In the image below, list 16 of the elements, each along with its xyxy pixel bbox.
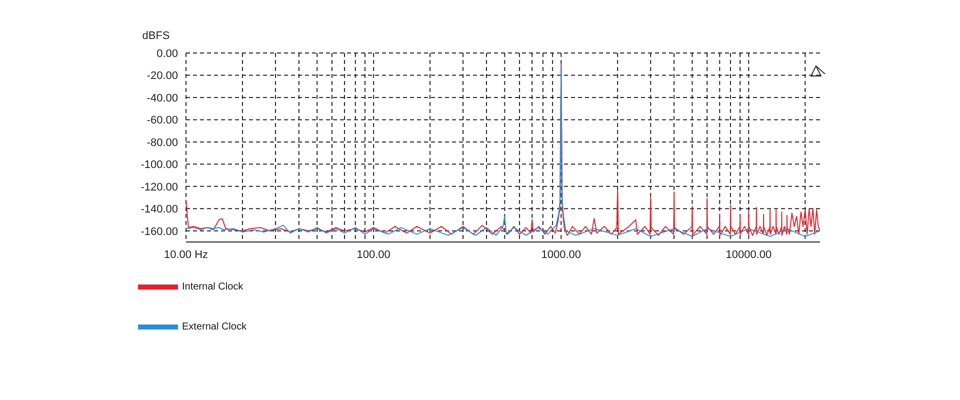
y-tick-label: -140.00	[140, 204, 178, 216]
y-tick-label: -160.00	[140, 226, 178, 238]
x-tick-label: 10000.00	[726, 248, 772, 261]
y-tick-label: -80.00	[146, 136, 178, 149]
y-tick-label: -100.00	[140, 159, 178, 172]
y-tick-label: -120.00	[140, 181, 178, 194]
y-tick-label: -40.00	[146, 92, 178, 104]
x-tick-label: 100.00	[356, 248, 390, 261]
legend-label: External Clock	[182, 322, 246, 333]
y-tick-label: 0.00	[156, 48, 178, 60]
legend-label: Internal Clock	[182, 282, 244, 293]
y-tick-label: -60.00	[146, 114, 178, 127]
y-axis-title: dBFS	[142, 30, 170, 42]
x-tick-label: 1000.00	[541, 248, 582, 261]
y-tick-label: -20.00	[146, 70, 178, 82]
x-tick-label: 10.00 Hz	[164, 248, 208, 261]
